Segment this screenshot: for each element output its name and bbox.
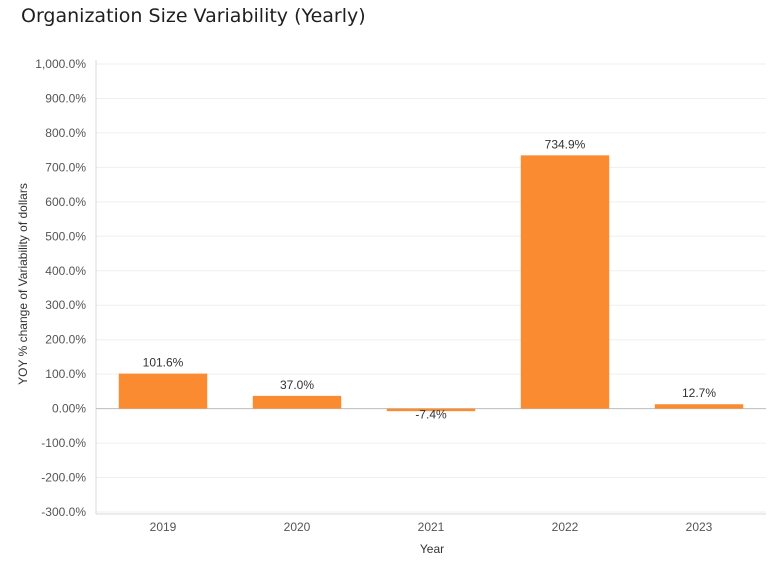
x-tick-label: 2021	[418, 520, 445, 534]
y-tick-label: -100.0%	[41, 436, 86, 450]
data-label: 37.0%	[280, 378, 314, 392]
data-label: -7.4%	[415, 408, 447, 422]
x-tick-label: 2023	[686, 520, 713, 534]
bar-2020	[252, 395, 342, 409]
y-tick-label: 300.0%	[45, 298, 86, 312]
chart-title: Organization Size Variability (Yearly)	[21, 5, 366, 27]
bar-2019	[118, 373, 208, 409]
bar-2023	[654, 404, 744, 409]
x-tick-labels: 2019 2020 2021 2022 2023	[150, 520, 713, 534]
y-tick-label: 900.0%	[45, 91, 86, 105]
axes	[95, 60, 766, 515]
gridlines	[96, 63, 766, 513]
data-labels: 101.6% 37.0% -7.4% 734.9% 12.7%	[143, 137, 717, 421]
y-tick-label: 0.00%	[52, 402, 86, 416]
x-tick-label: 2020	[284, 520, 311, 534]
bars	[118, 155, 744, 412]
y-tick-labels: 1,000.0% 900.0% 800.0% 700.0% 600.0% 500.0% 40…	[35, 57, 86, 519]
bar-2022	[520, 155, 610, 409]
y-tick-label: 400.0%	[45, 264, 86, 278]
y-tick-label: 800.0%	[45, 126, 86, 140]
y-tick-label: 500.0%	[45, 229, 86, 243]
y-tick-label: 700.0%	[45, 160, 86, 174]
x-tick-label: 2022	[552, 520, 579, 534]
y-tick-label: 1,000.0%	[35, 57, 86, 71]
y-tick-label: -300.0%	[41, 505, 86, 519]
y-tick-label: 200.0%	[45, 333, 86, 347]
x-axis-title: Year	[420, 542, 444, 556]
y-tick-label: -200.0%	[41, 471, 86, 485]
y-tick-label: 600.0%	[45, 195, 86, 209]
y-axis-title: YOY % change of Variability of dollars	[16, 183, 30, 385]
data-label: 101.6%	[143, 356, 184, 370]
y-tick-label: 100.0%	[45, 367, 86, 381]
data-label: 12.7%	[682, 386, 716, 400]
x-tick-label: 2019	[150, 520, 177, 534]
data-label: 734.9%	[545, 137, 586, 151]
bar-2021	[386, 408, 476, 412]
